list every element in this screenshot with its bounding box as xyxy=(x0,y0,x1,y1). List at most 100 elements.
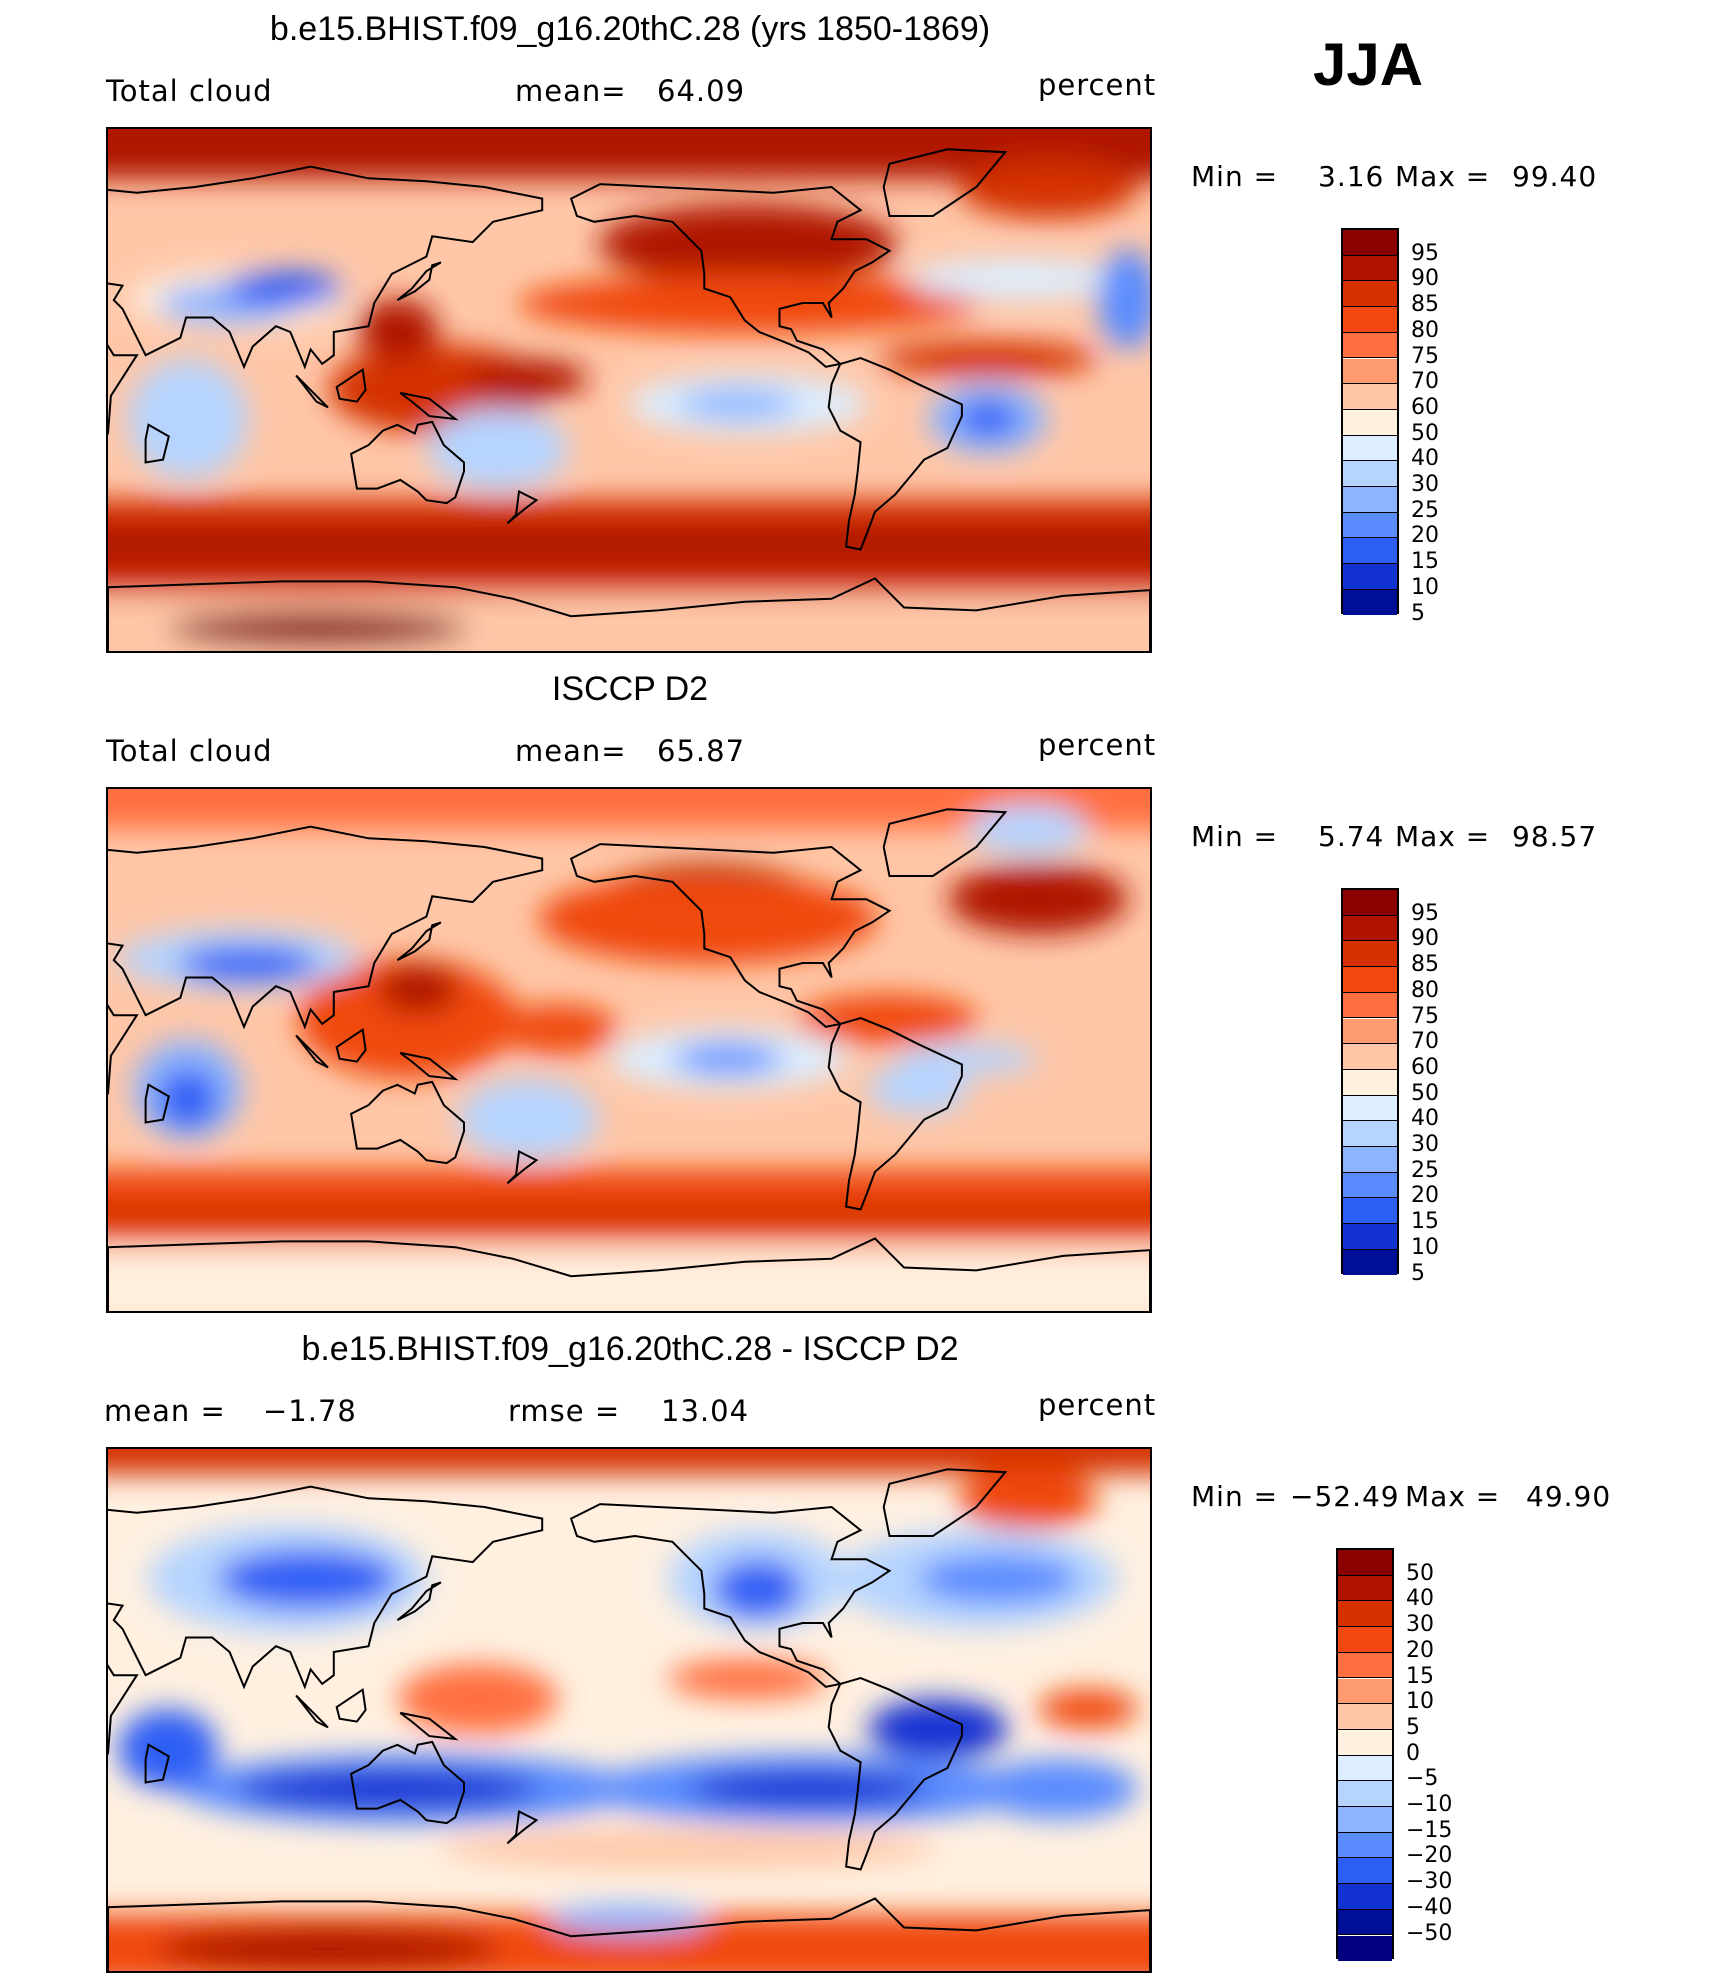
contour-region xyxy=(968,804,1088,854)
coastline xyxy=(108,165,544,370)
contour-region xyxy=(438,1829,938,1869)
contour-region xyxy=(378,964,458,1014)
colorbar-swatch xyxy=(1343,1018,1397,1045)
coastline xyxy=(506,489,539,525)
coastline xyxy=(144,1743,170,1784)
colorbar-label: 80 xyxy=(1411,977,1439,1003)
panel-1-min-label: Min = xyxy=(1191,160,1279,193)
colorbar-box xyxy=(1341,228,1399,616)
colorbar-swatch xyxy=(1343,589,1397,616)
coastline xyxy=(108,577,1150,651)
contour-region xyxy=(108,524,1150,569)
panel-3-mean-value: −1.78 xyxy=(263,1394,357,1428)
colorbar-swatch xyxy=(1343,941,1397,968)
colorbar-label: 75 xyxy=(1411,343,1439,369)
colorbar-box xyxy=(1336,1548,1394,1962)
colorbar-swatch xyxy=(1343,255,1397,282)
panel-3-min-label: Min = xyxy=(1191,1480,1279,1513)
coastline xyxy=(144,1083,170,1124)
colorbar-swatch xyxy=(1338,1678,1392,1705)
colorbar-label: 50 xyxy=(1406,1560,1434,1586)
colorbar-label: 25 xyxy=(1411,497,1439,523)
colorbar-swatch xyxy=(1343,1147,1397,1173)
coastline xyxy=(396,1581,442,1621)
colorbar-swatch xyxy=(1343,281,1397,308)
colorbar-swatch xyxy=(1343,564,1397,590)
colorbar-label: 10 xyxy=(1406,1689,1434,1715)
colorbar-swatch xyxy=(1343,461,1397,487)
colorbar-label: 10 xyxy=(1411,1234,1439,1260)
contour-region xyxy=(398,1664,558,1734)
colorbar-label: 90 xyxy=(1411,926,1439,952)
colorbar-label: 50 xyxy=(1411,420,1439,446)
panel-1-min-value: 3.16 xyxy=(1318,160,1385,193)
colorbar-label: 70 xyxy=(1411,1029,1439,1055)
colorbar-box xyxy=(1341,888,1399,1276)
contour-region xyxy=(158,1927,498,1971)
colorbar-label: 50 xyxy=(1411,1080,1439,1106)
colorbar-swatch xyxy=(1343,1069,1397,1096)
coastline xyxy=(506,1149,539,1185)
contour-region xyxy=(948,864,1128,934)
colorbar-swatch xyxy=(1343,1224,1397,1250)
colorbar-swatch xyxy=(1343,384,1397,410)
panel-1-variable: Total cloud xyxy=(106,74,273,108)
coastline xyxy=(399,1051,459,1081)
panel-3-units: percent xyxy=(1038,1388,1157,1422)
panel-3-title: b.e15.BHIST.f09_g16.20thC.28 - ISCCP D2 xyxy=(301,1330,959,1368)
contour-region xyxy=(958,159,1138,219)
colorbar-label: 20 xyxy=(1411,1183,1439,1209)
coastline xyxy=(295,374,329,409)
panel-2-title: ISCCP D2 xyxy=(551,670,709,708)
coastline xyxy=(506,1809,539,1845)
contour-region xyxy=(158,1069,218,1129)
colorbar-swatch xyxy=(1343,487,1397,513)
colorbar-label: −10 xyxy=(1406,1792,1453,1817)
colorbar-label: 5 xyxy=(1411,600,1425,626)
colorbar-swatch xyxy=(1343,1198,1397,1225)
panel-3-max-value: 49.90 xyxy=(1526,1480,1612,1513)
contour-region xyxy=(598,204,898,284)
contour-region xyxy=(668,1659,828,1699)
colorbar-label: 20 xyxy=(1411,523,1439,549)
contour-map-svg xyxy=(108,789,1150,1311)
coastline xyxy=(335,1687,367,1723)
colorbar-swatch xyxy=(1343,512,1397,539)
colorbar-swatch xyxy=(1338,1729,1392,1756)
coastline xyxy=(335,367,367,403)
colorbar-swatch xyxy=(1343,332,1397,359)
coastline xyxy=(827,1677,963,1871)
colorbar-swatch xyxy=(1343,992,1397,1019)
colorbar-label: 15 xyxy=(1411,549,1439,575)
colorbar-label: 15 xyxy=(1411,1209,1439,1235)
contour-region xyxy=(1098,249,1150,349)
coastline xyxy=(569,183,892,368)
colorbar-swatch xyxy=(1343,358,1397,385)
colorbar-swatch xyxy=(1338,1575,1392,1602)
colorbar-label: −20 xyxy=(1406,1843,1453,1869)
colorbar-swatch xyxy=(1338,1884,1392,1910)
colorbar-label: −50 xyxy=(1406,1920,1453,1946)
colorbar-swatch xyxy=(1343,1249,1397,1276)
contour-map-svg xyxy=(108,1449,1150,1971)
contour-region xyxy=(978,1759,1138,1819)
colorbar-label: 95 xyxy=(1411,240,1439,266)
colorbar-swatch xyxy=(1338,1550,1392,1576)
coastline xyxy=(349,420,465,505)
colorbar-swatch xyxy=(1338,1935,1392,1962)
colorbar-label: −40 xyxy=(1406,1894,1453,1920)
panel-3-max-label: Max = xyxy=(1405,1480,1501,1513)
panel-1-units: percent xyxy=(1038,68,1157,102)
contour-region xyxy=(178,946,318,982)
colorbar-swatch xyxy=(1338,1832,1392,1859)
colorbar-swatch xyxy=(1343,409,1397,436)
colorbar-label: 30 xyxy=(1411,1132,1439,1157)
colorbar-swatch xyxy=(1343,915,1397,942)
contour-region xyxy=(868,1064,968,1114)
contour-region xyxy=(908,259,1128,299)
panel-2-max-value: 98.57 xyxy=(1512,820,1598,853)
coastline xyxy=(882,148,1008,217)
panel-2-min-value: 5.74 xyxy=(1318,820,1385,853)
contour-region xyxy=(498,1004,618,1054)
colorbar-label: 85 xyxy=(1411,952,1439,978)
